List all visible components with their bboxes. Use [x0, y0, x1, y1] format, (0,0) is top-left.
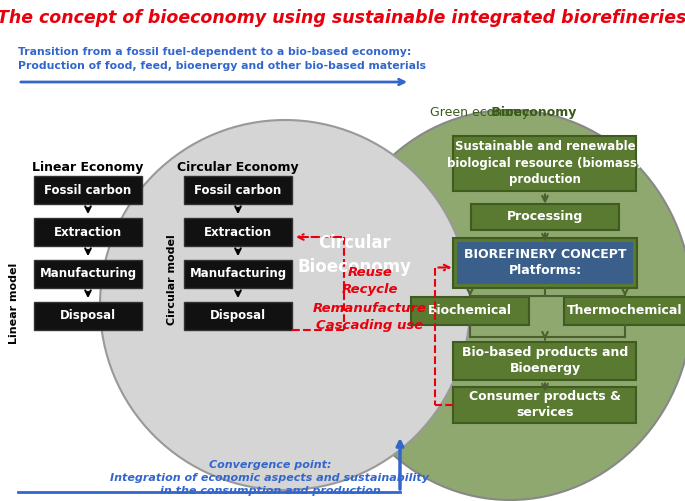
Text: Consumer products &
services: Consumer products & services	[469, 390, 621, 419]
Text: Remanufacture: Remanufacture	[313, 302, 427, 315]
Text: in the consumption and production: in the consumption and production	[160, 486, 380, 496]
Text: Fossil carbon: Fossil carbon	[195, 183, 282, 196]
Text: Convergence point:: Convergence point:	[209, 460, 332, 470]
Text: Circular Economy: Circular Economy	[177, 161, 299, 174]
FancyBboxPatch shape	[453, 135, 636, 190]
Text: Manufacturing: Manufacturing	[40, 268, 136, 281]
Text: Fossil carbon: Fossil carbon	[45, 183, 132, 196]
Text: Transition from a fossil fuel-dependent to a bio-based economy:: Transition from a fossil fuel-dependent …	[18, 47, 412, 57]
Text: Green economy:: Green economy:	[430, 106, 533, 119]
FancyBboxPatch shape	[453, 386, 636, 422]
FancyBboxPatch shape	[471, 203, 619, 229]
Circle shape	[100, 120, 470, 490]
FancyBboxPatch shape	[34, 176, 142, 204]
FancyBboxPatch shape	[34, 260, 142, 288]
Ellipse shape	[327, 110, 685, 500]
Text: Extraction: Extraction	[54, 225, 122, 238]
Text: Integration of economic aspects and sustainability: Integration of economic aspects and sust…	[110, 473, 429, 483]
Text: Reuse: Reuse	[347, 266, 393, 279]
FancyBboxPatch shape	[184, 302, 292, 330]
FancyBboxPatch shape	[184, 260, 292, 288]
Text: Linear model: Linear model	[9, 263, 19, 344]
Text: Sustainable and renewable
biological resource (biomass)
production: Sustainable and renewable biological res…	[447, 140, 643, 186]
FancyBboxPatch shape	[184, 176, 292, 204]
Text: Extraction: Extraction	[204, 225, 272, 238]
Text: Disposal: Disposal	[60, 310, 116, 323]
FancyBboxPatch shape	[411, 297, 529, 325]
FancyBboxPatch shape	[453, 342, 636, 379]
Text: BIOREFINERY CONCEPT
Platforms:: BIOREFINERY CONCEPT Platforms:	[464, 248, 626, 277]
FancyBboxPatch shape	[458, 242, 632, 283]
Text: Thermochemical: Thermochemical	[567, 304, 683, 317]
Text: Biochemical: Biochemical	[428, 304, 512, 317]
FancyBboxPatch shape	[453, 237, 637, 288]
Text: Recycle: Recycle	[342, 284, 398, 297]
Text: Linear Economy: Linear Economy	[32, 161, 144, 174]
FancyBboxPatch shape	[564, 297, 685, 325]
FancyBboxPatch shape	[34, 218, 142, 246]
Text: Processing: Processing	[507, 210, 583, 223]
Text: Bioeconomy: Bioeconomy	[487, 106, 576, 119]
Text: Disposal: Disposal	[210, 310, 266, 323]
Text: Manufacturing: Manufacturing	[190, 268, 286, 281]
FancyBboxPatch shape	[184, 218, 292, 246]
Text: Production of food, feed, bioenergy and other bio-based materials: Production of food, feed, bioenergy and …	[18, 61, 426, 71]
Text: Bio-based products and
Bioenergy: Bio-based products and Bioenergy	[462, 346, 628, 375]
Text: Circular model: Circular model	[167, 234, 177, 325]
Text: The concept of bioeconomy using sustainable integrated biorefineries: The concept of bioeconomy using sustaina…	[0, 9, 685, 27]
Text: Cascading use: Cascading use	[316, 320, 423, 333]
Text: Circular
Bioeconomy: Circular Bioeconomy	[298, 233, 412, 277]
FancyBboxPatch shape	[34, 302, 142, 330]
